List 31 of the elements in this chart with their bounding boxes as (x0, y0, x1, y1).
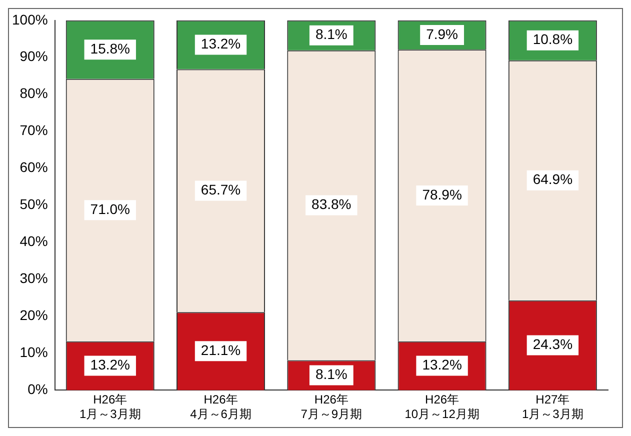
data-label: 71.0% (90, 200, 130, 217)
y-tick-label: 30% (20, 270, 48, 286)
y-tick-label: 50% (20, 196, 48, 212)
data-label: 65.7% (200, 182, 241, 198)
data-label: 7.9% (426, 26, 458, 42)
data-label: 64.9% (532, 171, 573, 188)
y-tick-label: 40% (20, 233, 48, 250)
y-tick-label: 20% (20, 307, 48, 324)
x-tick-label: H26年 10月～12月期 (404, 392, 480, 422)
y-tick-label: 100% (12, 11, 48, 28)
data-label: 15.8% (90, 40, 130, 56)
x-tick-label: H26年 1月～3月期 (79, 392, 141, 422)
y-tick-label: 0% (28, 381, 48, 398)
y-tick-label: 80% (20, 85, 48, 102)
data-label: 83.8% (312, 196, 352, 212)
data-label: 78.9% (422, 186, 462, 202)
x-tick-label: H26年 4月～6月期 (190, 392, 252, 422)
data-label: 8.1% (315, 26, 348, 42)
data-label: 13.2% (422, 356, 462, 373)
data-label: 13.2% (200, 36, 241, 52)
data-label: 13.2% (90, 356, 130, 373)
y-tick-label: 90% (20, 48, 48, 64)
y-tick-label: 60% (20, 159, 48, 176)
data-label: 10.8% (532, 31, 573, 48)
data-label: 21.1% (200, 342, 241, 358)
data-label: 8.1% (315, 366, 348, 382)
y-tick-label: 10% (20, 344, 48, 360)
x-tick-label: H26年 7月～9月期 (300, 392, 362, 422)
x-tick-label: H27年 1月～3月期 (522, 392, 584, 422)
data-label: 24.3% (532, 336, 573, 352)
y-tick-label: 70% (20, 122, 48, 138)
